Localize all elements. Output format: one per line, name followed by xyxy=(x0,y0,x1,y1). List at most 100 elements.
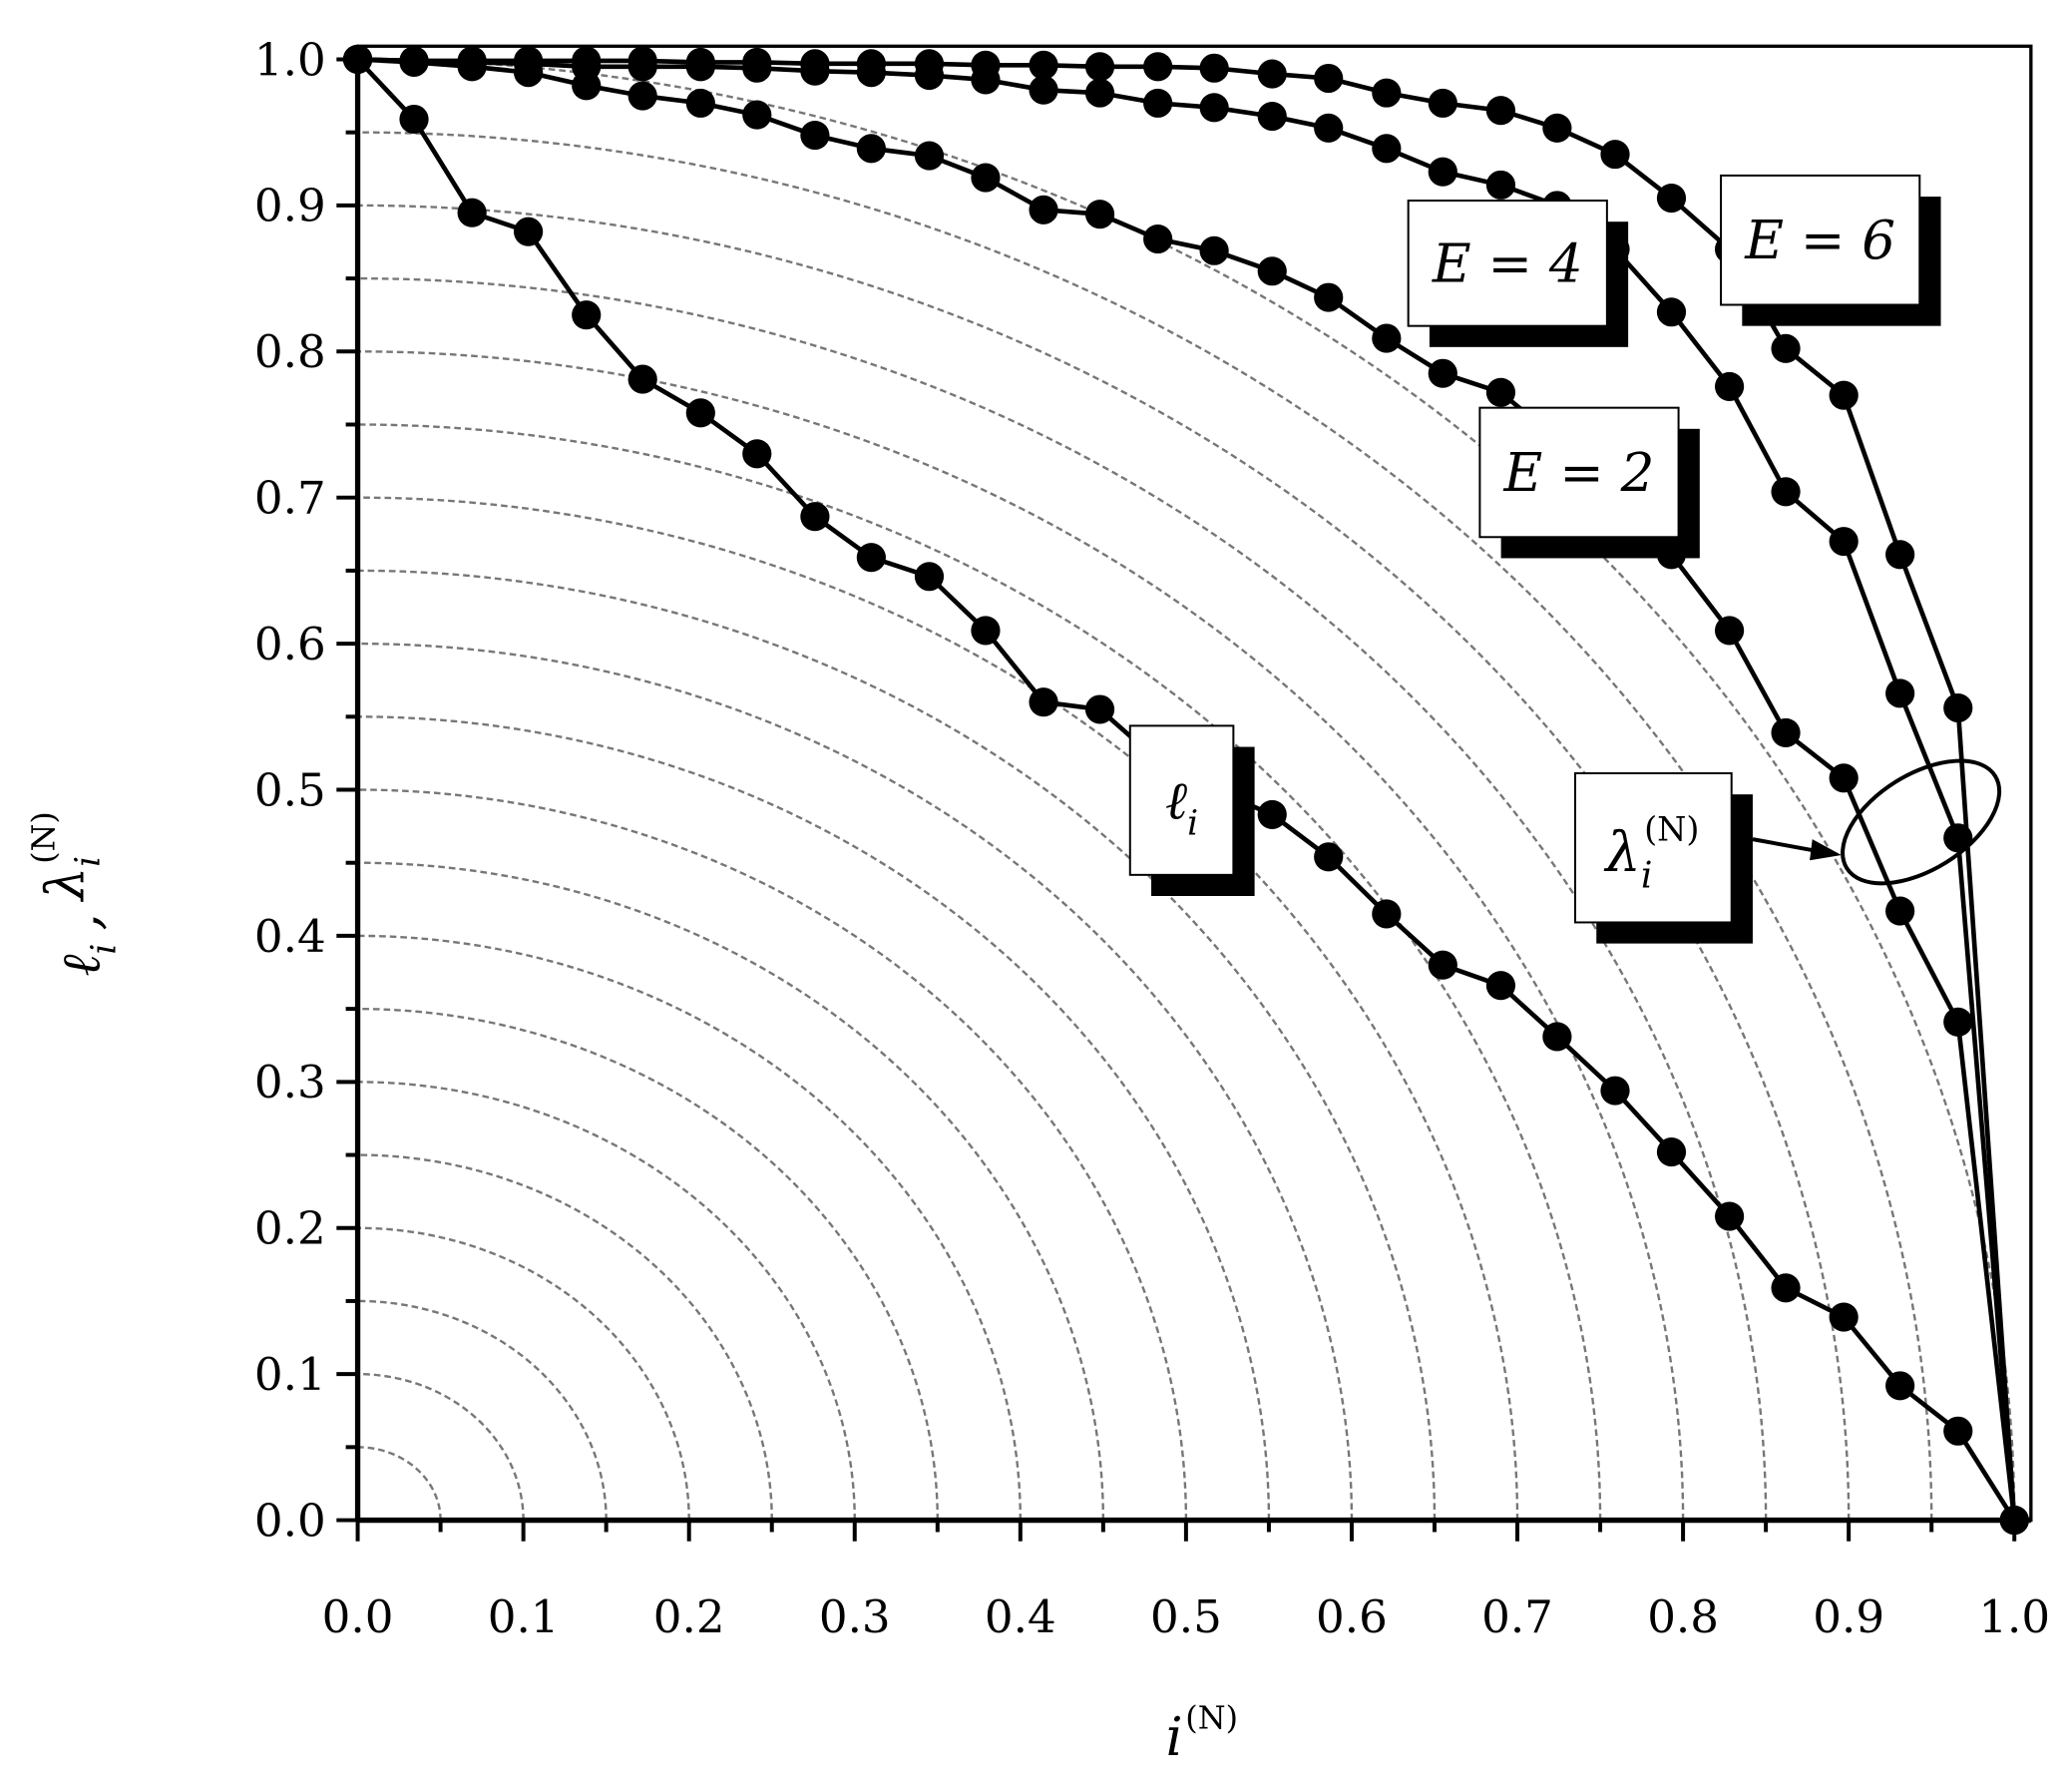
series-point xyxy=(1143,52,1173,82)
series-point xyxy=(1257,59,1287,89)
series-point xyxy=(742,439,772,469)
series-point xyxy=(1600,1076,1630,1106)
series-point xyxy=(914,49,945,79)
series-point xyxy=(627,46,657,76)
grid-arc xyxy=(357,1372,525,1521)
x-tick-label: 0.0 xyxy=(322,1590,394,1643)
text-sup: (N) xyxy=(1644,809,1699,848)
text-sub: i xyxy=(1641,854,1653,897)
series-point xyxy=(1829,763,1859,793)
series-point xyxy=(914,141,945,171)
series-point xyxy=(1771,717,1801,747)
grid-arc xyxy=(357,715,1271,1521)
series-point xyxy=(1885,678,1915,708)
series-point xyxy=(457,198,487,227)
series-point xyxy=(1372,134,1402,164)
series-point xyxy=(1999,1506,2029,1536)
series-point xyxy=(1656,184,1687,214)
series-point xyxy=(572,300,602,330)
series-label-box xyxy=(1128,724,1235,876)
annotation-ellipse xyxy=(1841,758,2002,886)
grid-arc xyxy=(357,1153,773,1521)
series-label: ℓi xyxy=(1165,770,1198,844)
series-point xyxy=(1542,113,1572,143)
series-label-box xyxy=(1407,200,1608,327)
series-point xyxy=(971,163,1001,193)
text-base: λ xyxy=(35,867,97,903)
series-point xyxy=(1257,256,1287,286)
grid-arc xyxy=(357,350,1685,1521)
series-point xyxy=(1885,1371,1915,1401)
series-point xyxy=(1428,358,1457,388)
grid-arc xyxy=(357,131,1933,1521)
x-tick-label: 0.1 xyxy=(488,1590,560,1643)
x-tick-label: 0.4 xyxy=(985,1590,1056,1643)
y-tick-label: 0.8 xyxy=(254,325,326,378)
grid-arc xyxy=(357,861,1105,1521)
x-tick-label: 0.7 xyxy=(1481,1590,1553,1643)
series-point xyxy=(342,44,373,75)
series-point xyxy=(1600,140,1630,170)
series-point xyxy=(1656,1137,1687,1167)
text-base: ℓ xyxy=(50,955,112,977)
series-point xyxy=(1314,113,1344,143)
series-name: E = 6 xyxy=(1744,210,1895,271)
x-axis-label: i (N) xyxy=(1166,1700,1238,1768)
series-point xyxy=(1829,1302,1859,1332)
annotation-arrowhead xyxy=(1810,839,1842,861)
x-tick-label: 0.9 xyxy=(1813,1590,1884,1643)
y-label-part: λi (N) xyxy=(25,811,108,902)
series-point xyxy=(1257,102,1287,132)
grid-arc xyxy=(357,1007,939,1521)
series-point xyxy=(1485,971,1516,1001)
x-tick-label: 0.3 xyxy=(819,1590,891,1643)
series-point xyxy=(800,49,830,79)
series-point xyxy=(1428,88,1457,118)
annotation: λi (N) xyxy=(1604,809,1700,896)
series-point xyxy=(856,134,886,164)
text-sub: i xyxy=(84,944,124,955)
series-point xyxy=(1829,380,1859,410)
y-label-part: , xyxy=(50,914,112,931)
series-point xyxy=(742,47,772,77)
grid-arc xyxy=(357,1226,690,1521)
y-tick-label: 0.2 xyxy=(254,1202,326,1255)
series-point xyxy=(1372,78,1402,108)
grid-arc xyxy=(357,496,1519,1521)
series-point xyxy=(399,46,429,76)
series-point xyxy=(1372,899,1402,929)
x-tick-label: 1.0 xyxy=(1978,1590,2050,1643)
series-point xyxy=(1143,224,1173,254)
y-tick-label: 0.3 xyxy=(254,1056,326,1109)
series-point xyxy=(1199,235,1229,265)
series-point xyxy=(627,81,657,111)
series-point xyxy=(971,616,1001,646)
grid-arc xyxy=(357,642,1354,1521)
series-point xyxy=(685,398,715,428)
series-point xyxy=(1714,1201,1745,1231)
series-point xyxy=(971,50,1001,80)
annotation-box xyxy=(1574,772,1733,924)
series-point xyxy=(1943,692,1973,723)
series-name: E = 2 xyxy=(1503,442,1655,504)
series-point xyxy=(1485,377,1516,407)
series-point xyxy=(1714,616,1745,646)
grid-arc xyxy=(357,1081,856,1521)
series-name: ℓ xyxy=(1165,770,1187,832)
grid-arc xyxy=(357,423,1602,1521)
series-point xyxy=(1885,896,1915,926)
series-point xyxy=(1542,1022,1572,1052)
series-point xyxy=(1029,195,1058,224)
series-point xyxy=(800,121,830,151)
series-point xyxy=(1771,477,1801,507)
text-sub: i xyxy=(69,856,109,867)
series-label: E = 2 xyxy=(1503,442,1655,504)
series-label: E = 6 xyxy=(1744,210,1895,271)
y-tick-label: 0.0 xyxy=(254,1495,326,1548)
series-name-sub: i xyxy=(1187,804,1198,844)
y-tick-label: 1.0 xyxy=(254,33,326,86)
series-label-box xyxy=(1720,174,1921,306)
series-point xyxy=(800,502,830,532)
